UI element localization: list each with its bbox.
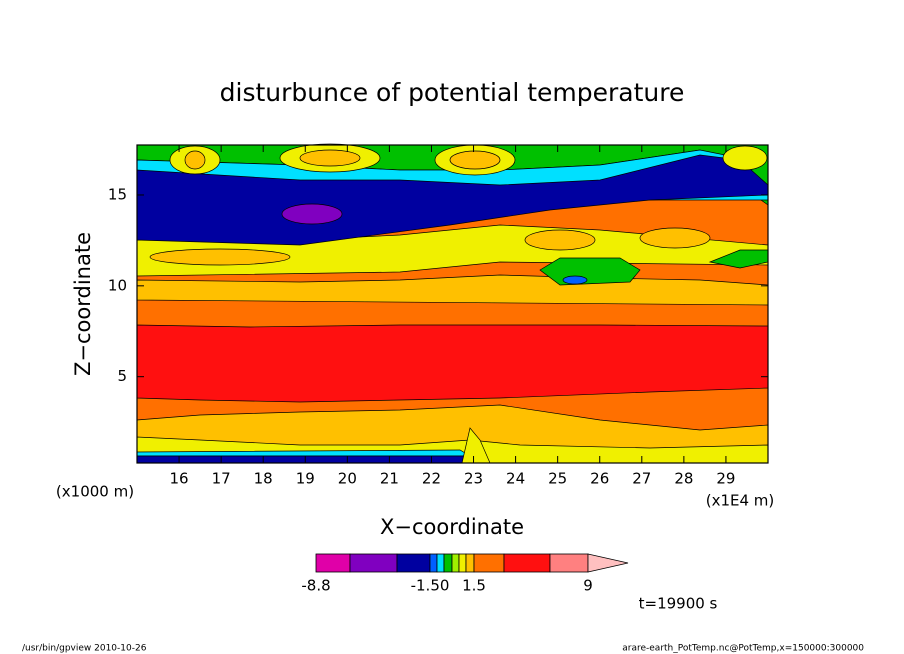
contour-region	[562, 275, 588, 285]
colorbar-segment	[436, 553, 445, 573]
colorbar-segment	[451, 553, 460, 573]
plot-frame	[136, 144, 769, 464]
x-tick-label: 16	[170, 470, 189, 488]
x-tick-label: 20	[338, 470, 357, 488]
chart-title: disturbunce of potential temperature	[220, 78, 685, 107]
contour-region	[449, 150, 501, 170]
y-tick-label: 5	[117, 367, 127, 385]
y-unit: (x1000 m)	[56, 483, 134, 501]
contour-region	[136, 324, 769, 403]
x-tick-label: 24	[506, 470, 525, 488]
colorbar-segment	[396, 553, 431, 573]
contour-region	[524, 229, 596, 251]
contour-region	[722, 145, 768, 171]
colorbar-segment	[473, 553, 505, 573]
x-tick-label: 22	[422, 470, 441, 488]
colorbar-segment	[465, 553, 475, 573]
colorbar-tick-label: -1.50	[411, 577, 450, 595]
y-tick-label: 10	[108, 276, 127, 294]
y-axis-label: Z−coordinate	[71, 232, 95, 376]
footer-left: /usr/bin/gpview 2010-10-26	[22, 644, 147, 654]
colorbar-segment	[443, 553, 453, 573]
x-tick-label: 17	[212, 470, 231, 488]
footer-right: arare-earth_PotTemp.nc@PotTemp,x=150000:…	[622, 644, 864, 654]
contour-region	[184, 150, 206, 170]
x-tick-label: 29	[716, 470, 735, 488]
contour-region	[136, 455, 471, 464]
colorbar-segment	[458, 553, 467, 573]
x-axis-label: X−coordinate	[380, 515, 524, 539]
colorbar-segment	[429, 553, 438, 573]
colorbar-segment	[503, 553, 551, 573]
y-tick-label: 15	[108, 185, 127, 203]
colorbar-tick-label: -8.8	[301, 577, 330, 595]
contour-region	[149, 248, 291, 266]
contour-region	[639, 227, 711, 249]
colorbar-tick-label: 1.5	[462, 577, 486, 595]
contour-region	[539, 257, 641, 286]
colorbar-segment	[549, 553, 589, 573]
colorbar-segment	[349, 553, 398, 573]
x-tick-label: 28	[674, 470, 693, 488]
x-unit: (x1E4 m)	[706, 492, 775, 510]
x-tick-label: 18	[254, 470, 273, 488]
colorbar-extension	[587, 553, 629, 573]
x-tick-label: 25	[548, 470, 567, 488]
colorbar-tick-label: 9	[583, 577, 593, 595]
contour-region	[299, 149, 361, 167]
colorbar-segment	[315, 553, 351, 573]
x-tick-label: 23	[464, 470, 483, 488]
contour-region	[281, 203, 343, 225]
x-tick-label: 21	[380, 470, 399, 488]
x-tick-label: 19	[296, 470, 315, 488]
annotation: t=19900 s	[639, 595, 718, 613]
x-tick-label: 27	[632, 470, 651, 488]
x-tick-label: 26	[590, 470, 609, 488]
